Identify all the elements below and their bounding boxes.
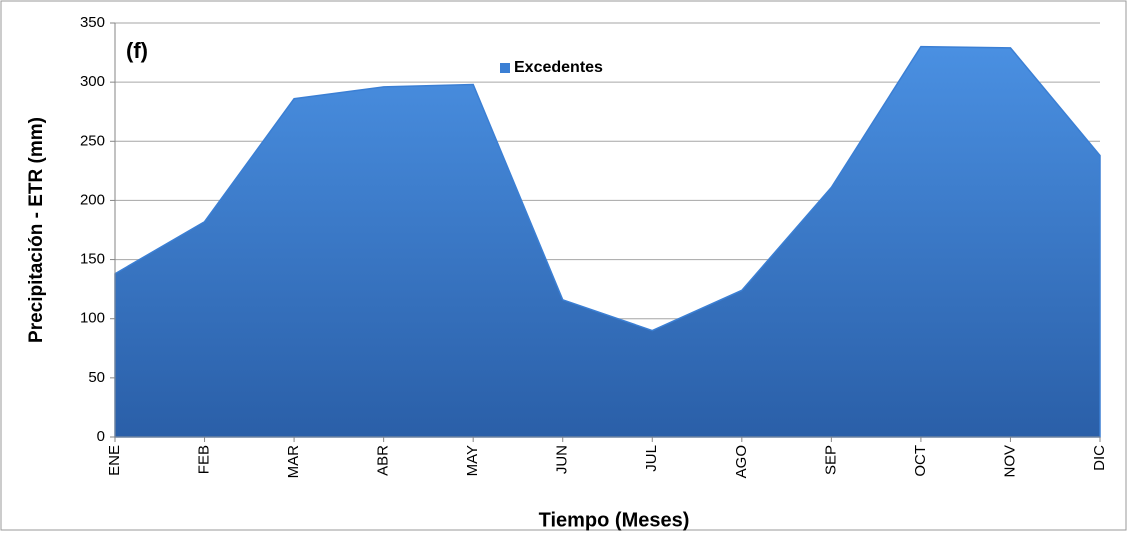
axis-layer: 0 50 100 150 200 250 300 350 ENE FEB MAR ABR MAY JUN J… (80, 14, 1108, 478)
y-axis-label: Precipitación - ETR (mm) (26, 117, 47, 343)
area (114, 45, 1101, 438)
x-tick-label: SEP (822, 445, 839, 475)
x-tick-label: JUL (643, 445, 660, 472)
y-tick-label: 150 (80, 251, 105, 268)
y-tick-label: 0 (97, 428, 105, 445)
x-tick-label: ENE (106, 445, 123, 476)
x-tick-label: NOV (1001, 445, 1018, 478)
x-tick-label: AGO (733, 445, 750, 478)
legend-swatch (500, 63, 510, 73)
x-tick-label: DIC (1091, 445, 1108, 471)
x-tick-label: MAY (464, 445, 481, 476)
x-tick-label: FEB (196, 445, 213, 474)
x-tick-label: OCT (912, 445, 929, 477)
x-axis-label: Tiempo (Meses) (539, 509, 690, 531)
x-tick-label: ABR (375, 445, 392, 476)
legend-label: Excedentes (514, 59, 603, 76)
area-layer (114, 45, 1101, 438)
annotation: (f) (126, 38, 148, 63)
y-tick-label: 300 (80, 73, 105, 90)
y-tick-label: 50 (88, 369, 105, 386)
y-tick-label: 100 (80, 310, 105, 327)
y-tick-label: 250 (80, 132, 105, 149)
y-tick-label: 200 (80, 191, 105, 208)
y-tick-label: 350 (80, 14, 105, 31)
x-tick-label: MAR (285, 445, 302, 479)
x-tick-label: JUN (554, 445, 571, 474)
